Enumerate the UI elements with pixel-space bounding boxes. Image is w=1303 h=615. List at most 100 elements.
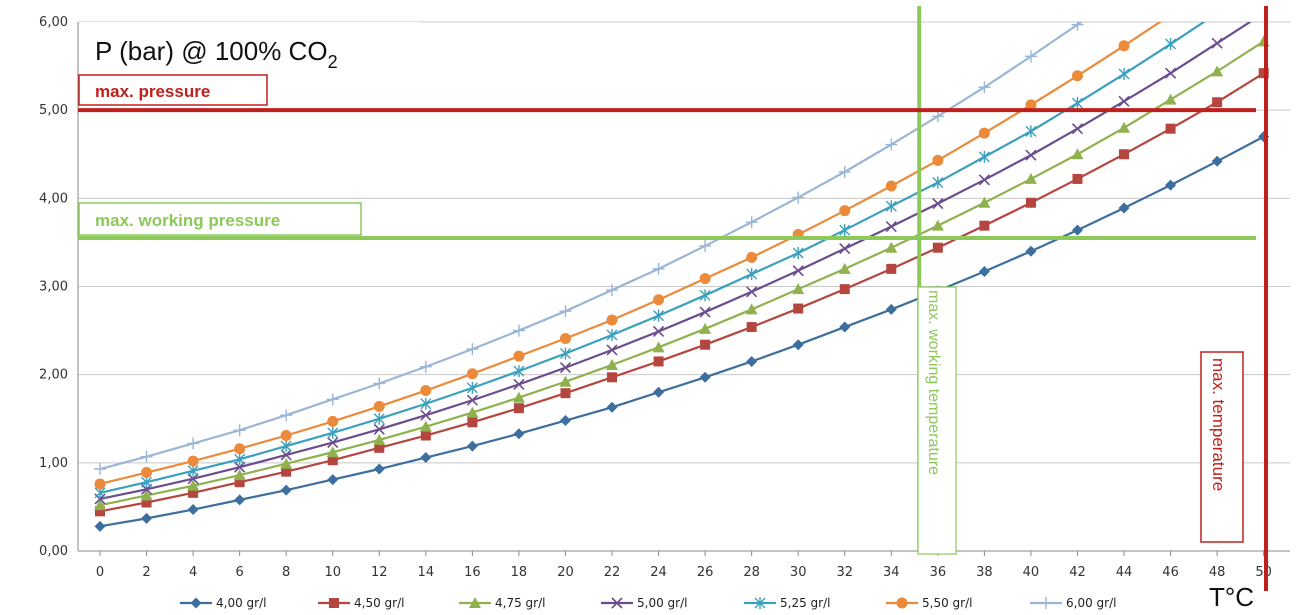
data-point <box>932 242 943 253</box>
data-point <box>838 165 851 178</box>
data-point <box>1165 123 1176 134</box>
x-tick-label: 28 <box>743 565 760 580</box>
data-point <box>1071 70 1083 82</box>
data-point <box>1119 149 1130 160</box>
data-point <box>978 174 990 186</box>
data-point <box>606 344 618 356</box>
data-point <box>606 401 618 413</box>
data-point <box>280 440 292 453</box>
data-point <box>885 220 897 233</box>
data-point <box>466 406 479 418</box>
data-point <box>559 305 572 318</box>
data-point <box>94 520 106 532</box>
x-unit-label: T°C <box>1209 582 1254 612</box>
data-point <box>1165 179 1177 191</box>
data-point <box>327 436 339 449</box>
data-point <box>1165 67 1177 79</box>
data-point <box>1212 97 1223 108</box>
legend-marker <box>896 597 908 609</box>
max-temperature-label: max. temperature <box>1209 358 1228 491</box>
data-point <box>700 339 711 350</box>
data-point <box>978 266 990 278</box>
x-tick-label: 6 <box>236 565 244 580</box>
max-pressure-label-box <box>78 74 268 106</box>
data-point <box>374 442 385 453</box>
data-point <box>141 467 153 479</box>
data-point <box>746 268 758 281</box>
legend-label: 5,50 gr/l <box>922 596 972 610</box>
chart-title: P (bar) @ 100% CO2 <box>95 36 338 72</box>
data-point <box>95 506 105 517</box>
max-working-pressure-label: max. working pressure <box>95 211 280 230</box>
data-point <box>885 241 898 253</box>
data-point <box>187 479 200 491</box>
data-point <box>1258 68 1269 79</box>
data-point <box>512 324 525 337</box>
x-tick-label: 14 <box>418 565 435 580</box>
legend-label: 5,00 gr/l <box>637 596 687 610</box>
data-point <box>1071 22 1084 31</box>
data-point <box>979 220 990 231</box>
data-point <box>1025 149 1037 161</box>
data-point <box>932 198 944 210</box>
data-point <box>792 265 804 277</box>
data-point <box>1165 38 1177 51</box>
data-point <box>746 355 758 367</box>
y-tick-labels: 0,00 1,00 2,00 3,00 4,00 5,00 6,00 <box>39 15 68 559</box>
data-point <box>1164 93 1177 105</box>
data-point <box>1118 68 1130 81</box>
max-working-temperature-label-box <box>917 286 957 555</box>
series-3 <box>94 35 1270 511</box>
legend: 4,00 gr/l 4,50 gr/l 4,75 gr/l 5,00 gr/l 5,25… <box>180 596 1116 610</box>
series-1 <box>94 131 1270 532</box>
data-point <box>187 504 199 516</box>
x-tick-label: 32 <box>836 565 853 580</box>
data-point <box>746 322 757 333</box>
x-tick-label: 10 <box>324 565 341 580</box>
data-point <box>420 452 432 464</box>
data-point <box>1025 99 1037 111</box>
data-point <box>94 499 106 511</box>
data-point <box>839 321 851 333</box>
data-point <box>1118 121 1131 133</box>
data-point <box>141 497 152 508</box>
data-point <box>141 512 153 524</box>
data-point <box>606 358 619 370</box>
data-point <box>885 303 897 315</box>
series-line <box>99 22 1162 486</box>
data-point <box>373 377 386 390</box>
series-7 <box>94 22 1084 476</box>
y-tick-label: 3,00 <box>39 280 68 295</box>
legend-label: 5,25 gr/l <box>780 596 830 610</box>
x-tick-label: 30 <box>790 565 807 580</box>
data-point <box>932 154 944 166</box>
data-point <box>419 360 432 373</box>
data-point <box>1072 173 1083 184</box>
data-point <box>1024 50 1037 63</box>
y-tick-label: 0,00 <box>39 544 68 559</box>
series-line <box>99 40 1265 507</box>
legend-marker <box>329 598 339 608</box>
data-point <box>1025 197 1036 208</box>
x-tick-label: 48 <box>1209 565 1226 580</box>
data-point <box>559 333 571 345</box>
data-point <box>1118 95 1130 107</box>
data-point <box>745 216 758 229</box>
data-point <box>513 350 525 362</box>
x-tick-label: 0 <box>96 565 104 580</box>
series-line <box>99 135 1265 528</box>
data-point <box>280 430 292 442</box>
x-tick-label: 24 <box>650 565 667 580</box>
series-4 <box>94 22 1253 505</box>
x-tick-label: 2 <box>142 565 150 580</box>
x-tick-label: 8 <box>282 565 290 580</box>
data-point <box>885 138 898 151</box>
max-pressure-label: max. pressure <box>95 82 210 101</box>
max-temperature-label-box <box>1200 351 1244 543</box>
data-point <box>699 306 711 318</box>
data-point <box>839 284 850 295</box>
data-point <box>932 176 944 189</box>
data-point <box>140 450 153 463</box>
data-point <box>234 494 246 506</box>
x-tick-label: 46 <box>1162 565 1179 580</box>
